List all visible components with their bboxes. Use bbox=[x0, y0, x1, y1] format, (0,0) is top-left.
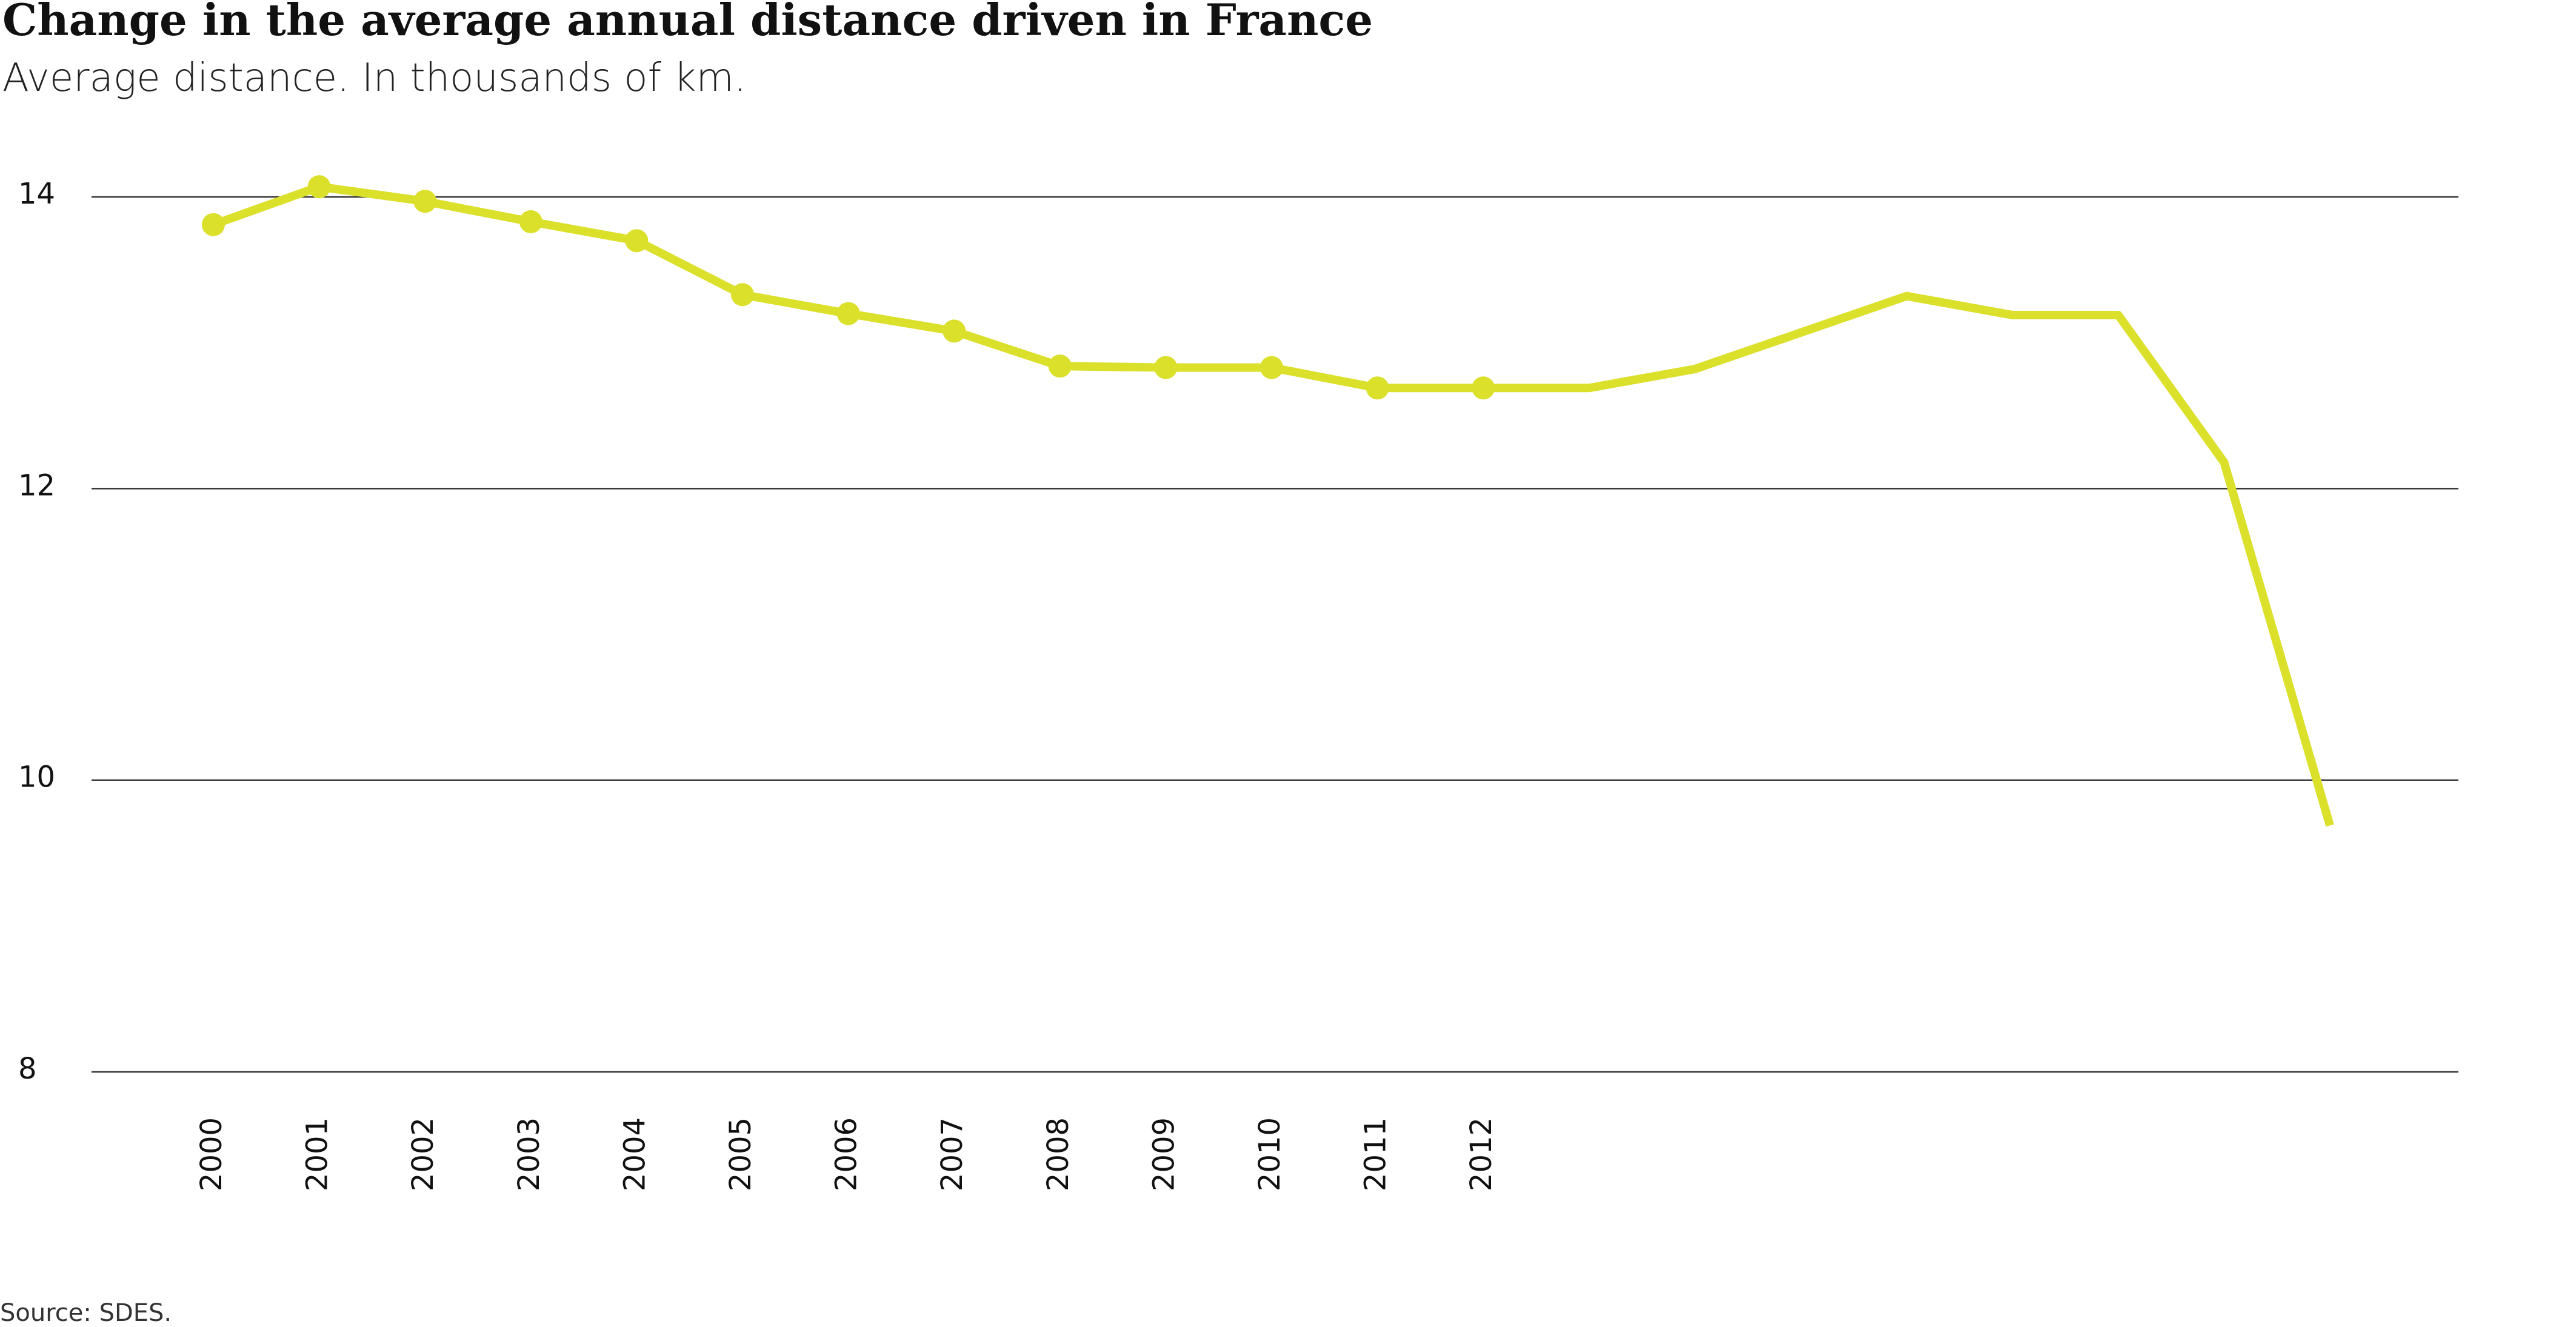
data-point bbox=[413, 190, 437, 213]
data-point bbox=[307, 175, 331, 199]
data-point bbox=[625, 229, 649, 253]
x-tick-label: 2009 bbox=[1147, 1117, 1181, 1191]
x-tick-label: 2012 bbox=[1464, 1117, 1498, 1191]
data-point bbox=[1154, 356, 1178, 379]
data-point bbox=[1048, 354, 1072, 378]
y-tick-label: 8 bbox=[18, 1052, 37, 1086]
x-tick-label: 2006 bbox=[830, 1117, 864, 1191]
data-point bbox=[943, 319, 966, 343]
y-tick-label: 14 bbox=[18, 177, 55, 211]
chart-subtitle: Average distance. In thousands of km. bbox=[2, 56, 746, 101]
data-point bbox=[836, 302, 860, 325]
x-tick-label: 2011 bbox=[1359, 1117, 1393, 1191]
data-point bbox=[1260, 356, 1283, 379]
data-point bbox=[519, 210, 542, 233]
x-tick-label: 2000 bbox=[195, 1117, 229, 1191]
data-point bbox=[1366, 376, 1389, 400]
x-tick-label: 2010 bbox=[1253, 1117, 1287, 1191]
x-tick-label: 2007 bbox=[935, 1117, 969, 1191]
x-tick-label: 2001 bbox=[301, 1117, 335, 1191]
source-note: Source: SDES. bbox=[0, 1299, 172, 1325]
chart-title: Change in the average annual distance dr… bbox=[2, 0, 1373, 45]
data-point bbox=[731, 283, 754, 307]
data-point bbox=[1472, 376, 1495, 400]
x-tick-label: 2004 bbox=[618, 1117, 652, 1191]
y-tick-label: 10 bbox=[18, 760, 55, 794]
x-tick-label: 2003 bbox=[512, 1117, 546, 1191]
x-tick-label: 2005 bbox=[724, 1117, 758, 1191]
data-point bbox=[202, 213, 225, 236]
x-tick-label: 2008 bbox=[1041, 1117, 1075, 1191]
data-line bbox=[212, 182, 2334, 827]
y-tick-label: 12 bbox=[18, 468, 55, 502]
x-tick-label: 2002 bbox=[406, 1117, 440, 1191]
